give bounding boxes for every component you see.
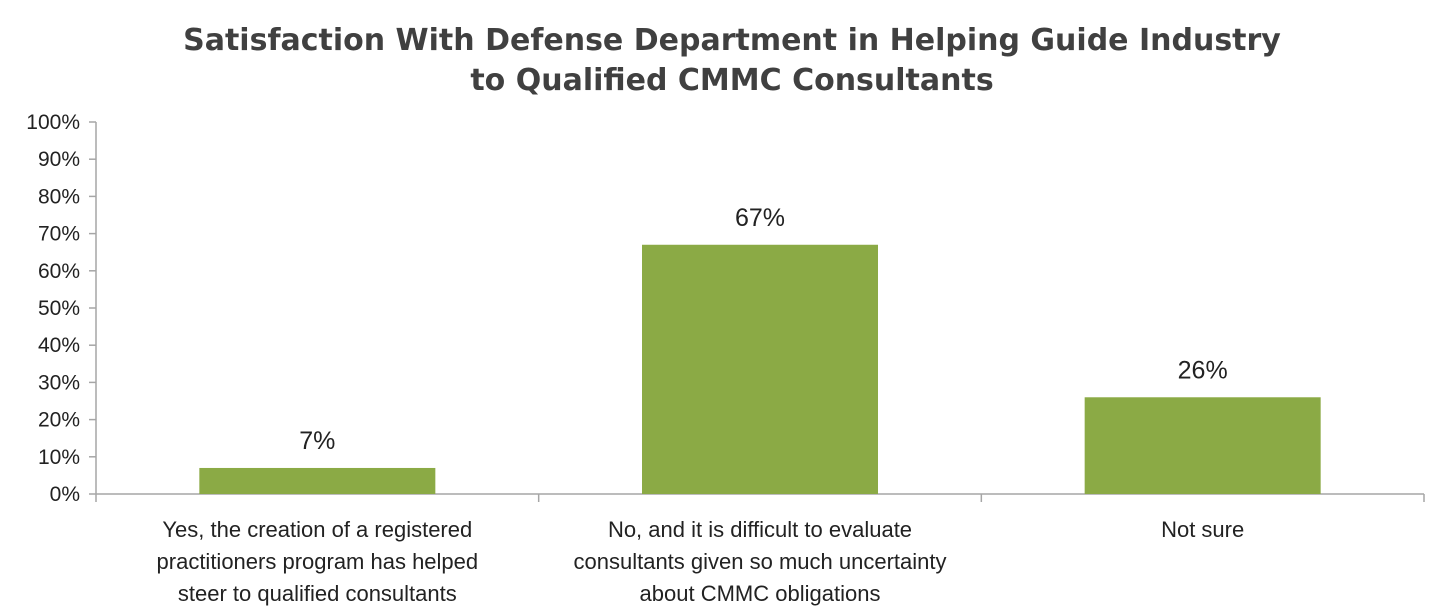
y-tick-label: 50%: [38, 297, 80, 320]
bars: [199, 244, 1321, 494]
y-tick-label: 0%: [50, 483, 80, 506]
x-category-label: consultants given so much uncertainty: [574, 549, 947, 574]
y-tick-label: 10%: [38, 446, 80, 469]
y-tick-label: 70%: [38, 223, 80, 246]
x-axis: [95, 493, 1425, 502]
category-labels: Yes, the creation of a registered practit…: [157, 517, 1245, 606]
x-category-label: practitioners program has helped: [157, 549, 479, 574]
x-category-label: steer to qualified consultants: [178, 581, 457, 606]
x-category-label: Yes, the creation of a registered: [162, 517, 472, 542]
y-tick-label: 40%: [38, 334, 80, 357]
chart-title-line: to Qualified CMMC Consultants: [470, 63, 993, 98]
y-tick-label: 100%: [26, 111, 80, 134]
y-tick-label: 80%: [38, 185, 80, 208]
data-label: 7%: [299, 427, 335, 455]
x-category-label: about CMMC obligations: [640, 581, 881, 606]
y-tick-label: 30%: [38, 371, 80, 394]
y-axis: 0% 10% 20% 30% 40% 50% 60% 70% 80% 90% 100%: [26, 111, 97, 506]
y-tick-label: 90%: [38, 148, 80, 171]
y-tick-label: 20%: [38, 409, 80, 432]
data-label: 67%: [735, 204, 785, 232]
bar: [642, 244, 878, 494]
x-category-label: Not sure: [1161, 517, 1244, 542]
data-label: 26%: [1178, 356, 1228, 384]
chart-title: Satisfaction With Defense Department in …: [183, 23, 1281, 98]
x-category-label: No, and it is difficult to evaluate: [608, 517, 912, 542]
y-tick-label: 60%: [38, 260, 80, 283]
bar: [1084, 397, 1321, 494]
bar: [199, 467, 436, 494]
data-labels: 7% 67% 26%: [299, 204, 1227, 455]
chart-title-line: Satisfaction With Defense Department in …: [183, 23, 1281, 58]
